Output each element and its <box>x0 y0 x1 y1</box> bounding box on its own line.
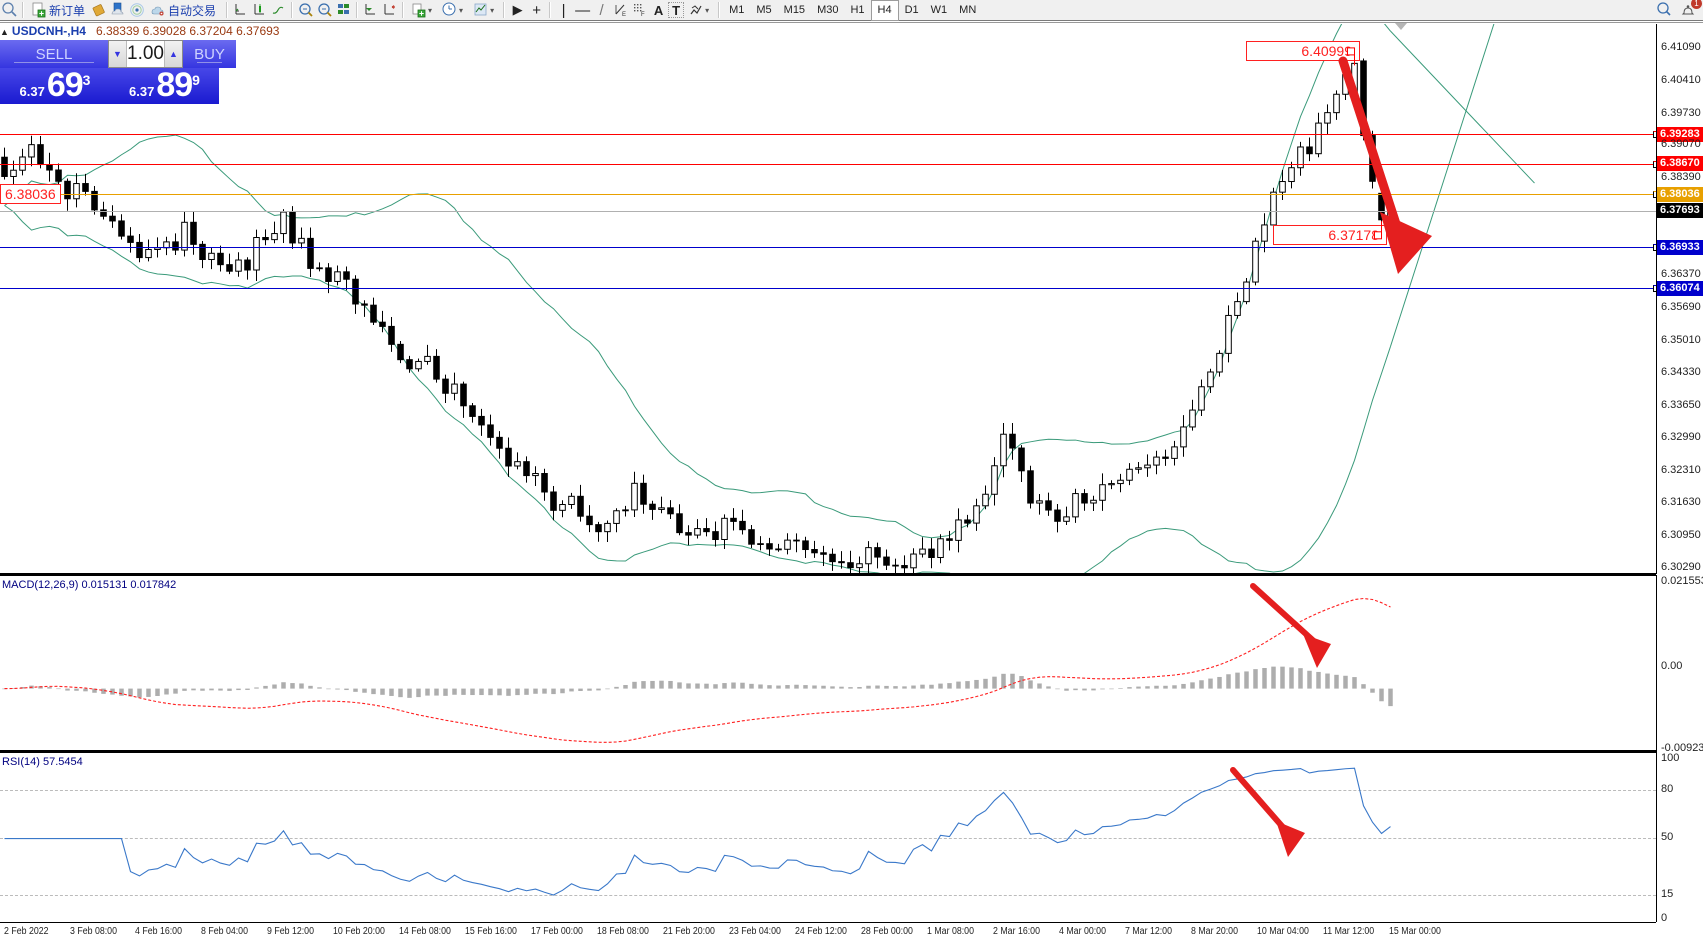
svg-text:F: F <box>641 12 645 18</box>
svg-text:E: E <box>622 12 626 18</box>
